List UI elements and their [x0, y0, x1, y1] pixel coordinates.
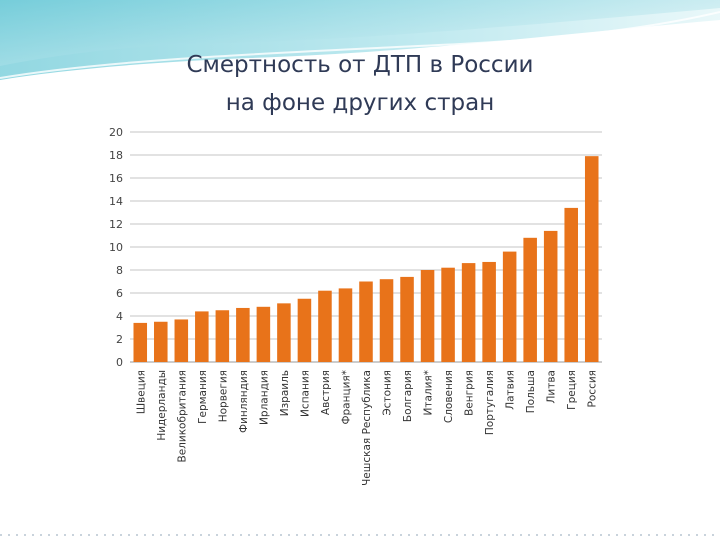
y-tick-label: 0: [116, 356, 123, 369]
x-tick-label: Нидерланды: [156, 370, 168, 441]
header-swoosh-line: [0, 11, 720, 79]
bar: [441, 267, 455, 362]
bar: [154, 321, 168, 362]
y-tick-label: 18: [109, 149, 123, 162]
x-tick-label: Латвия: [505, 370, 517, 410]
x-tick-label: Россия: [587, 370, 599, 407]
bar: [338, 288, 353, 362]
x-tick-label: Израиль: [279, 370, 291, 416]
x-tick-label: Великобритания: [176, 370, 188, 463]
bar: [174, 319, 189, 362]
x-tick-label: Словения: [443, 370, 455, 423]
x-tick-label: Ирландия: [258, 370, 270, 425]
y-tick-label: 6: [116, 287, 123, 300]
bar: [236, 307, 250, 362]
x-tick-label: Германия: [197, 370, 209, 424]
x-tick-label: Финляндия: [238, 370, 250, 433]
y-tick-label: 10: [109, 241, 123, 254]
header-swoosh-light: [0, 0, 720, 66]
bar: [400, 276, 414, 362]
x-tick-label: Болгария: [402, 370, 414, 422]
bar: [379, 279, 394, 362]
x-tick-label: Франция*: [340, 370, 352, 425]
bar: [195, 311, 209, 362]
bar: [297, 298, 312, 362]
y-tick-label: 4: [116, 310, 123, 323]
x-tick-label: Чешская Республика: [361, 370, 373, 486]
bar: [564, 207, 578, 362]
x-tick-label: Польша: [525, 370, 537, 413]
x-tick-label: Швеция: [135, 370, 147, 414]
slide-title: Смертность от ДТП в России на фоне други…: [120, 46, 600, 122]
bar: [277, 303, 291, 362]
y-tick-label: 20: [109, 126, 123, 139]
x-tick-label: Литва: [546, 370, 558, 403]
bar: [523, 237, 537, 362]
bar: [482, 261, 496, 362]
y-tick-label: 16: [109, 172, 123, 185]
bar: [543, 230, 558, 362]
x-tick-label: Норвегия: [217, 370, 229, 422]
bar: [502, 251, 517, 362]
y-tick-label: 8: [116, 264, 123, 277]
slide-title-line-1: Смертность от ДТП в России: [186, 52, 534, 78]
x-tick-label: Эстония: [382, 370, 394, 416]
bar-chart: 0 2 4 6 8 10 12 14 16 18 20 Швеция Нидерланды Великоб…: [109, 126, 602, 486]
bar: [256, 306, 271, 362]
bar: [133, 322, 148, 362]
slide-title-line-2: на фоне других стран: [225, 90, 495, 116]
bar: [461, 263, 476, 362]
bar: [318, 290, 332, 362]
y-tick-label: 14: [109, 195, 123, 208]
bar: [359, 281, 373, 362]
x-tick-label: Австрия: [320, 370, 332, 415]
bottom-dotted-border: [0, 534, 720, 536]
y-tick-label: 2: [116, 333, 123, 346]
x-tick-label: Испания: [299, 370, 311, 417]
bar: [215, 310, 230, 362]
bar: [584, 156, 599, 362]
x-tick-label: Португалия: [484, 370, 496, 435]
x-tick-label: Венгрия: [464, 370, 476, 416]
chart-panel: 0 2 4 6 8 10 12 14 16 18 20 Швеция Нидерланды Великоб…: [98, 118, 612, 512]
x-tick-label: Греция: [566, 370, 578, 410]
x-tick-label: Италия*: [423, 370, 435, 416]
y-tick-label: 12: [109, 218, 123, 231]
bar: [420, 270, 435, 362]
